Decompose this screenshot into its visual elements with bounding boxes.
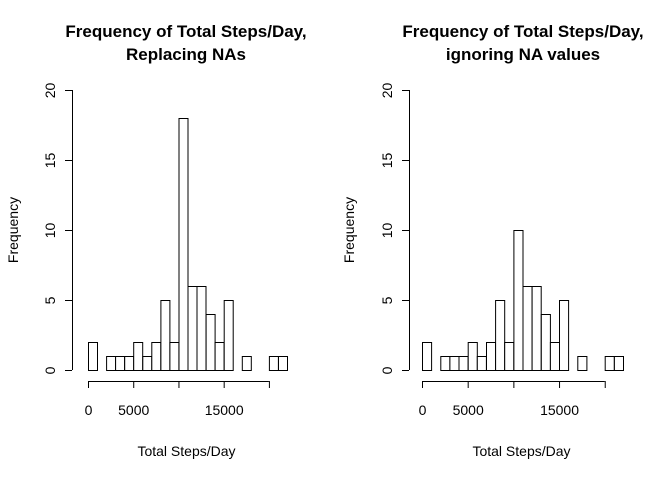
histogram-bar — [504, 342, 515, 371]
histogram-bar — [422, 342, 433, 371]
x-axis-label: Total Steps/Day — [472, 443, 570, 459]
histogram-bar — [559, 300, 570, 371]
histogram-bar — [458, 356, 469, 371]
y-tick-label: 10 — [42, 223, 58, 239]
histogram-bar — [531, 286, 542, 371]
histogram-bar — [196, 286, 207, 371]
histogram-bar — [577, 356, 588, 371]
chart-title-line: ignoring NA values — [446, 45, 600, 64]
y-axis-label: Frequency — [5, 197, 21, 263]
x-tick-label: 5000 — [453, 402, 484, 418]
histogram-bar — [613, 356, 625, 371]
chart-title-line: Frequency of Total Steps/Day, — [65, 22, 306, 41]
y-axis-label: Frequency — [341, 197, 357, 263]
x-tick-label: 0 — [85, 402, 93, 418]
y-tick-label: 20 — [42, 83, 58, 99]
y-tick-label: 0 — [379, 366, 395, 374]
histogram-bar — [241, 356, 252, 371]
x-tick-label: 15000 — [205, 402, 244, 418]
histogram-bar — [467, 342, 478, 371]
histogram-bar — [268, 356, 279, 371]
chart-title-line: Frequency of Total Steps/Day, — [402, 22, 643, 41]
y-tick-label: 20 — [379, 83, 395, 99]
histogram-bar — [513, 230, 524, 371]
histogram-bar — [124, 356, 135, 371]
histogram-bar — [522, 286, 533, 371]
y-tick-label: 15 — [379, 153, 395, 169]
histogram-bar — [106, 356, 117, 371]
histogram-bar — [486, 342, 497, 371]
histogram-bar — [214, 342, 225, 371]
histogram-bar — [151, 342, 162, 371]
histogram-bar — [549, 342, 561, 371]
histogram-bar — [540, 314, 551, 371]
y-tick-label: 15 — [42, 153, 58, 169]
x-tick-label: 5000 — [118, 402, 149, 418]
y-tick-label: 5 — [42, 296, 58, 304]
y-tick-label: 0 — [42, 366, 58, 374]
histogram-bar — [449, 356, 460, 371]
histogram-bar — [495, 300, 506, 371]
histogram-bar — [476, 356, 487, 371]
histogram-bar — [440, 356, 451, 371]
x-tick-label: 15000 — [540, 402, 579, 418]
histogram-bar — [604, 356, 615, 371]
chart-panel-1: Frequency of Total Steps/Day, Replacing N… — [5, 22, 307, 459]
histogram-bar — [160, 300, 171, 371]
x-tick-label: 0 — [419, 402, 427, 418]
x-axis-label: Total Steps/Day — [137, 443, 235, 459]
histogram-bar — [169, 342, 180, 371]
histogram-bar — [142, 356, 153, 371]
y-tick-label: 10 — [379, 223, 395, 239]
histogram-bar — [133, 342, 144, 371]
y-tick-label: 5 — [379, 296, 395, 304]
chart-title-line: Replacing NAs — [126, 45, 246, 64]
histogram-bar — [178, 118, 189, 371]
histogram-bar — [205, 314, 216, 371]
histogram-bar — [223, 300, 234, 371]
chart-panel-2: Frequency of Total Steps/Day, ignoring NA… — [341, 22, 644, 459]
histogram-bar — [278, 356, 288, 371]
histogram-bar — [187, 286, 198, 371]
histogram-bar — [88, 342, 98, 371]
histogram-bar — [115, 356, 126, 371]
